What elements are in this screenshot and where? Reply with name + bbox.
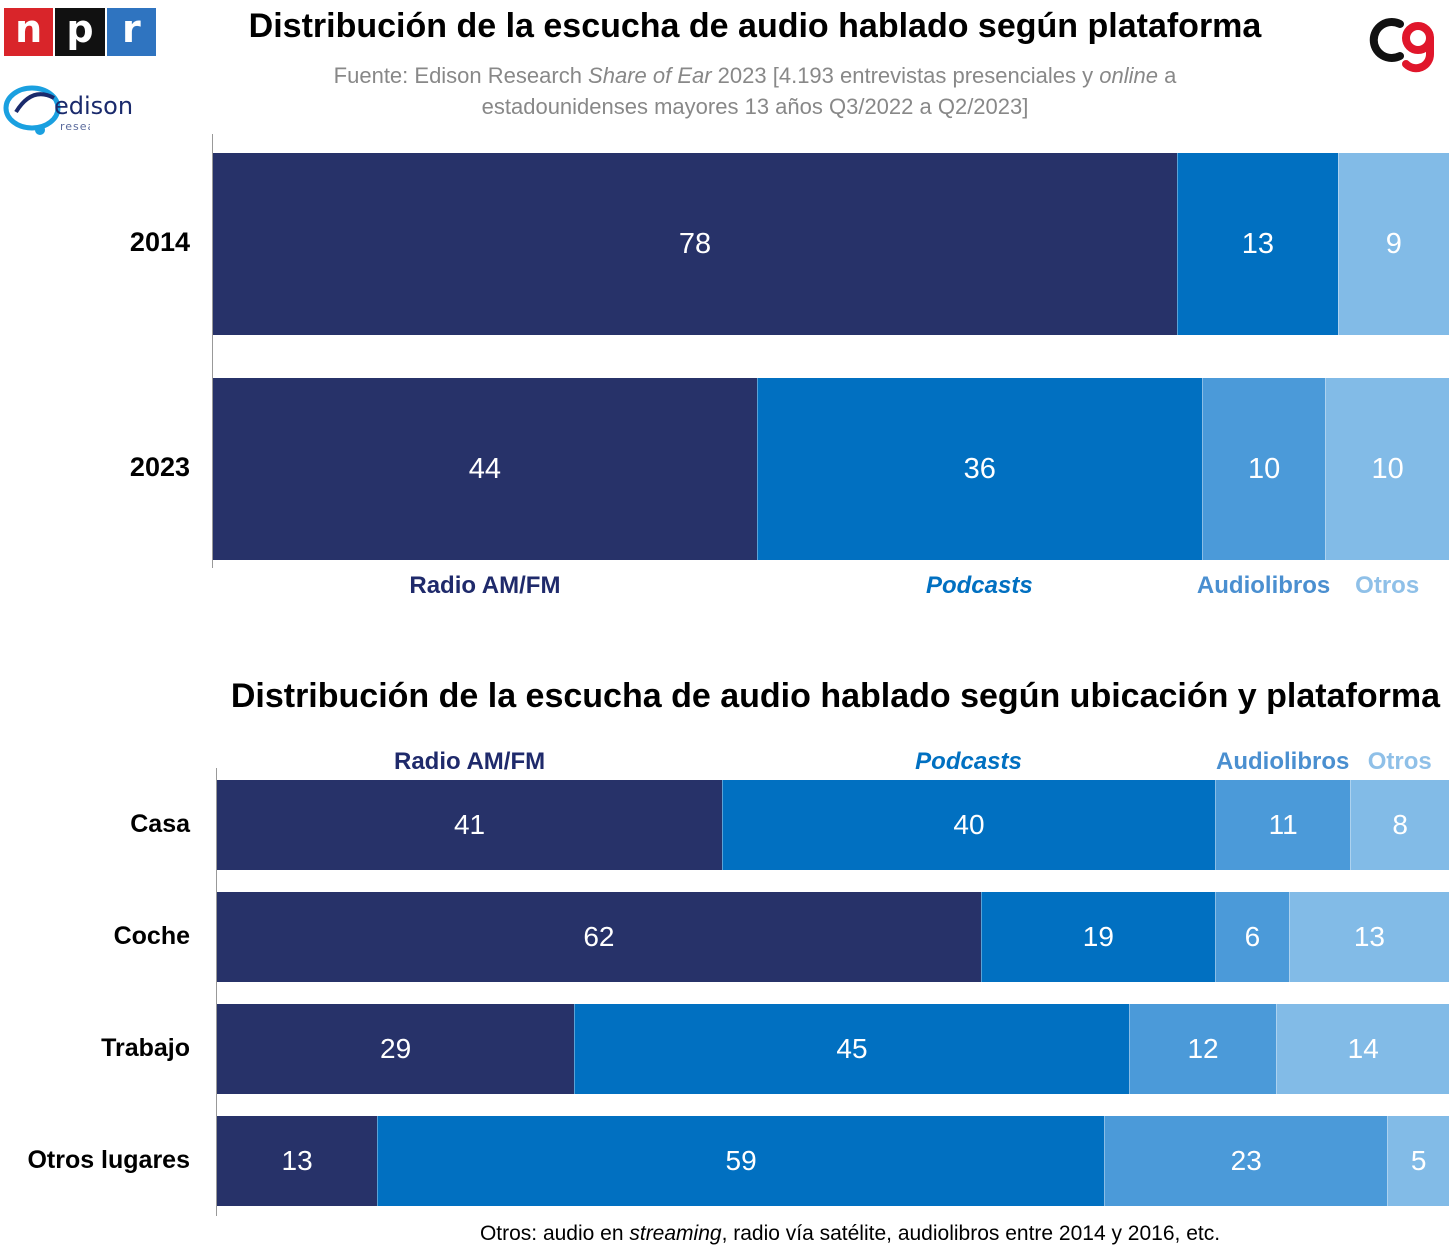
npr-logo-n: n xyxy=(4,8,54,56)
chart1-bar-2023: 44 36 10 10 xyxy=(213,378,1449,560)
chart1-legend-radio-am-fm: Radio AM/FM xyxy=(409,572,561,599)
chart2-legend-radio-am-fm: Radio AM/FM xyxy=(394,748,546,775)
chart1-segment-2023-podcasts: 36 xyxy=(756,378,1202,560)
chart2-bar-trabajo: 29 45 12 14 xyxy=(217,1004,1449,1094)
subtitle-part1: Fuente: Edison Research xyxy=(333,63,589,88)
chart1-title: Distribución de la escucha de audio habl… xyxy=(248,7,1262,45)
chart1-segment-2014-radio-am-fm: 78 xyxy=(213,153,1178,335)
cg-logo-icon xyxy=(1369,18,1435,73)
chart1-value-label: 36 xyxy=(963,452,996,485)
chart1-row-label-2023: 2023 xyxy=(129,452,190,483)
chart2-value-label: 45 xyxy=(836,1033,868,1064)
footnote-part1: Otros: audio en xyxy=(479,1222,630,1245)
chart2-legend-audiolibros: Audiolibros xyxy=(1216,748,1350,775)
chart1-legend-otros: Otros xyxy=(1355,572,1420,599)
subtitle-part2: 2023 [4.193 entrevistas presenciales y xyxy=(711,63,1100,88)
chart2-value-label: 40 xyxy=(953,809,985,840)
chart1-segment-2023-audiolibros: 10 xyxy=(1201,378,1326,560)
footnote-part2: , radio vía satélite, audiolibros entre … xyxy=(721,1222,1221,1245)
subtitle-italic1: Share of Ear xyxy=(588,63,712,88)
chart2-segment-coche-audiolibros: 6 xyxy=(1214,892,1289,982)
chart2-bar-otros-lugares: 13 59 23 5 xyxy=(217,1116,1449,1206)
chart2-segment-trabajo-podcasts: 45 xyxy=(574,1004,1129,1094)
chart1-value-label: 13 xyxy=(1241,227,1275,260)
chart1-value-label: 10 xyxy=(1371,452,1404,485)
footnote-italic: streaming xyxy=(629,1222,722,1245)
chart2-legend-podcasts: Podcasts xyxy=(915,748,1022,775)
subtitle-italic2: online xyxy=(1099,63,1158,88)
chart1-bar-2014: 78 13 9 xyxy=(213,153,1449,335)
chart2-row-label-otros-lugares: Otros lugares xyxy=(27,1145,190,1174)
chart1-subtitle: Fuente: Edison Research Share of Ear 202… xyxy=(260,60,1250,122)
chart1-segment-2023-radio-am-fm: 44 xyxy=(213,378,757,560)
edison-logo: edison research xyxy=(2,76,152,138)
chart2-segment-coche-podcasts: 19 xyxy=(980,892,1215,982)
chart2-segment-trabajo-audiolibros: 12 xyxy=(1128,1004,1277,1094)
chart2-title: Distribución de la escucha de audio habl… xyxy=(230,677,1440,715)
chart2-segment-trabajo-radio-am-fm: 29 xyxy=(217,1004,575,1094)
chart1-row-label-2014: 2014 xyxy=(129,227,190,258)
chart2-segment-casa-radio-am-fm: 41 xyxy=(217,780,723,870)
chart2-value-label: 8 xyxy=(1392,809,1408,840)
chart2-value-label: 41 xyxy=(453,809,486,840)
chart2-value-label: 29 xyxy=(380,1033,412,1064)
chart1-axis-line xyxy=(212,134,213,568)
chart2-segment-otros-lugares-radio-am-fm: 13 xyxy=(217,1116,378,1206)
chart1-segment-2014-podcasts: 13 xyxy=(1177,153,1338,335)
chart2-value-label: 13 xyxy=(1353,921,1385,952)
chart2-value-label: 11 xyxy=(1268,809,1298,840)
chart2-segment-otros-lugares-otros: 5 xyxy=(1387,1116,1449,1206)
npr-logo-p: p xyxy=(55,8,105,56)
chart2-row-label-coche: Coche xyxy=(113,921,190,950)
chart2-segment-casa-audiolibros: 11 xyxy=(1214,780,1351,870)
chart1-value-label: 78 xyxy=(678,227,712,260)
edison-logo-word: edison xyxy=(54,92,134,120)
chart1-value-label: 44 xyxy=(468,452,502,485)
chart2-legend-otros: Otros xyxy=(1367,748,1432,775)
chart2-segment-trabajo-otros: 14 xyxy=(1276,1004,1449,1094)
chart2-segment-otros-lugares-podcasts: 59 xyxy=(377,1116,1105,1206)
footnote: Otros: audio en streaming, radio vía sat… xyxy=(380,1220,1320,1248)
chart2-value-label: 12 xyxy=(1187,1033,1219,1064)
chart2-bar-coche: 62 19 6 13 xyxy=(217,892,1449,982)
edison-logo-sub: research xyxy=(60,120,90,133)
chart1-value-label: 10 xyxy=(1247,452,1281,485)
chart2-axis-line xyxy=(216,768,217,1216)
chart2-value-label: 13 xyxy=(281,1145,313,1176)
chart2-value-label: 14 xyxy=(1347,1033,1379,1064)
npr-logo: n p r xyxy=(4,8,156,56)
chart2-segment-coche-otros: 13 xyxy=(1288,892,1449,982)
edison-swirl-icon xyxy=(3,85,61,135)
chart1-segment-2014-otros: 9 xyxy=(1337,153,1449,335)
chart1-legend-audiolibros: Audiolibros xyxy=(1196,572,1331,599)
chart2-segment-casa-podcasts: 40 xyxy=(722,780,1215,870)
chart2-segment-casa-otros: 8 xyxy=(1350,780,1449,870)
chart2-segment-coche-radio-am-fm: 62 xyxy=(217,892,981,982)
chart2-value-label: 19 xyxy=(1082,921,1114,952)
chart1-legend-podcasts: Podcasts xyxy=(925,572,1033,599)
chart2-value-label: 62 xyxy=(583,921,615,952)
chart2-bar-casa: 41 40 11 8 xyxy=(217,780,1449,870)
chart2-value-label: 23 xyxy=(1230,1145,1262,1176)
subtitle-part3: a estadounidenses mayores 13 años Q3/202… xyxy=(481,63,1177,119)
chart2-value-label: 59 xyxy=(725,1145,757,1176)
chart2-segment-otros-lugares-audiolibros: 23 xyxy=(1104,1116,1388,1206)
npr-logo-r: r xyxy=(106,8,156,56)
chart2-row-label-trabajo: Trabajo xyxy=(101,1033,190,1062)
chart2-row-label-casa: Casa xyxy=(130,809,190,838)
chart1-segment-2023-otros: 10 xyxy=(1325,378,1449,560)
chart1-value-label: 9 xyxy=(1385,227,1402,260)
chart2-value-label: 6 xyxy=(1244,921,1261,952)
chart2-value-label: 5 xyxy=(1410,1145,1427,1176)
